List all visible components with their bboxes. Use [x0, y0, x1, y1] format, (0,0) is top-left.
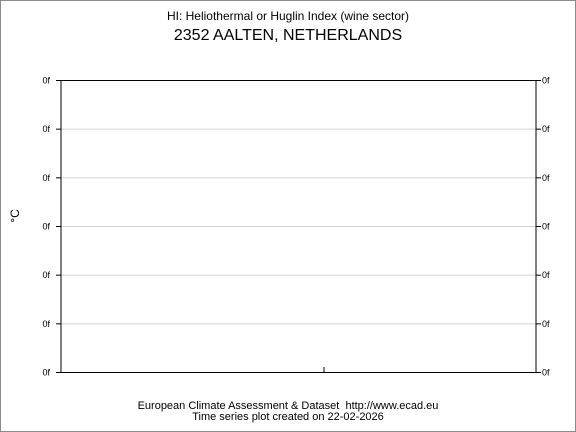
y-tick-label-left: 0f: [42, 124, 50, 134]
y-tick-label-right: 0f: [542, 124, 550, 134]
y-tick-label-left: 0f: [42, 173, 50, 183]
y-tick-label-right: 0f: [542, 173, 550, 183]
y-tick-label-right: 0f: [542, 270, 550, 280]
footer-source: European Climate Assessment & Dataset ht…: [137, 400, 439, 412]
chart-subtitle: 2352 AALTEN, NETHERLANDS: [173, 27, 403, 44]
chart-title: HI: Heliothermal or Huglin Index (wine s…: [166, 9, 410, 23]
gridlines: [61, 128, 536, 325]
y-tick-label-left: 0f: [42, 270, 50, 280]
y-tick-label-right: 0f: [542, 319, 550, 329]
y-ticks-right: 0f 0f 0f 0f 0f 0f 0f: [536, 76, 550, 378]
y-tick-label-left: 0f: [42, 368, 50, 378]
y-tick-label-left: 0f: [42, 76, 50, 86]
y-tick-label-right: 0f: [542, 76, 550, 86]
y-tick-label-left: 0f: [42, 319, 50, 329]
footer-created: Time series plot created on 22-02-2026: [192, 411, 384, 423]
y-tick-label-left: 0f: [42, 222, 50, 232]
y-ticks-left: 0f 0f 0f 0f 0f 0f 0f: [42, 76, 61, 378]
y-tick-label-right: 0f: [542, 368, 550, 378]
y-tick-label-right: 0f: [542, 222, 550, 232]
